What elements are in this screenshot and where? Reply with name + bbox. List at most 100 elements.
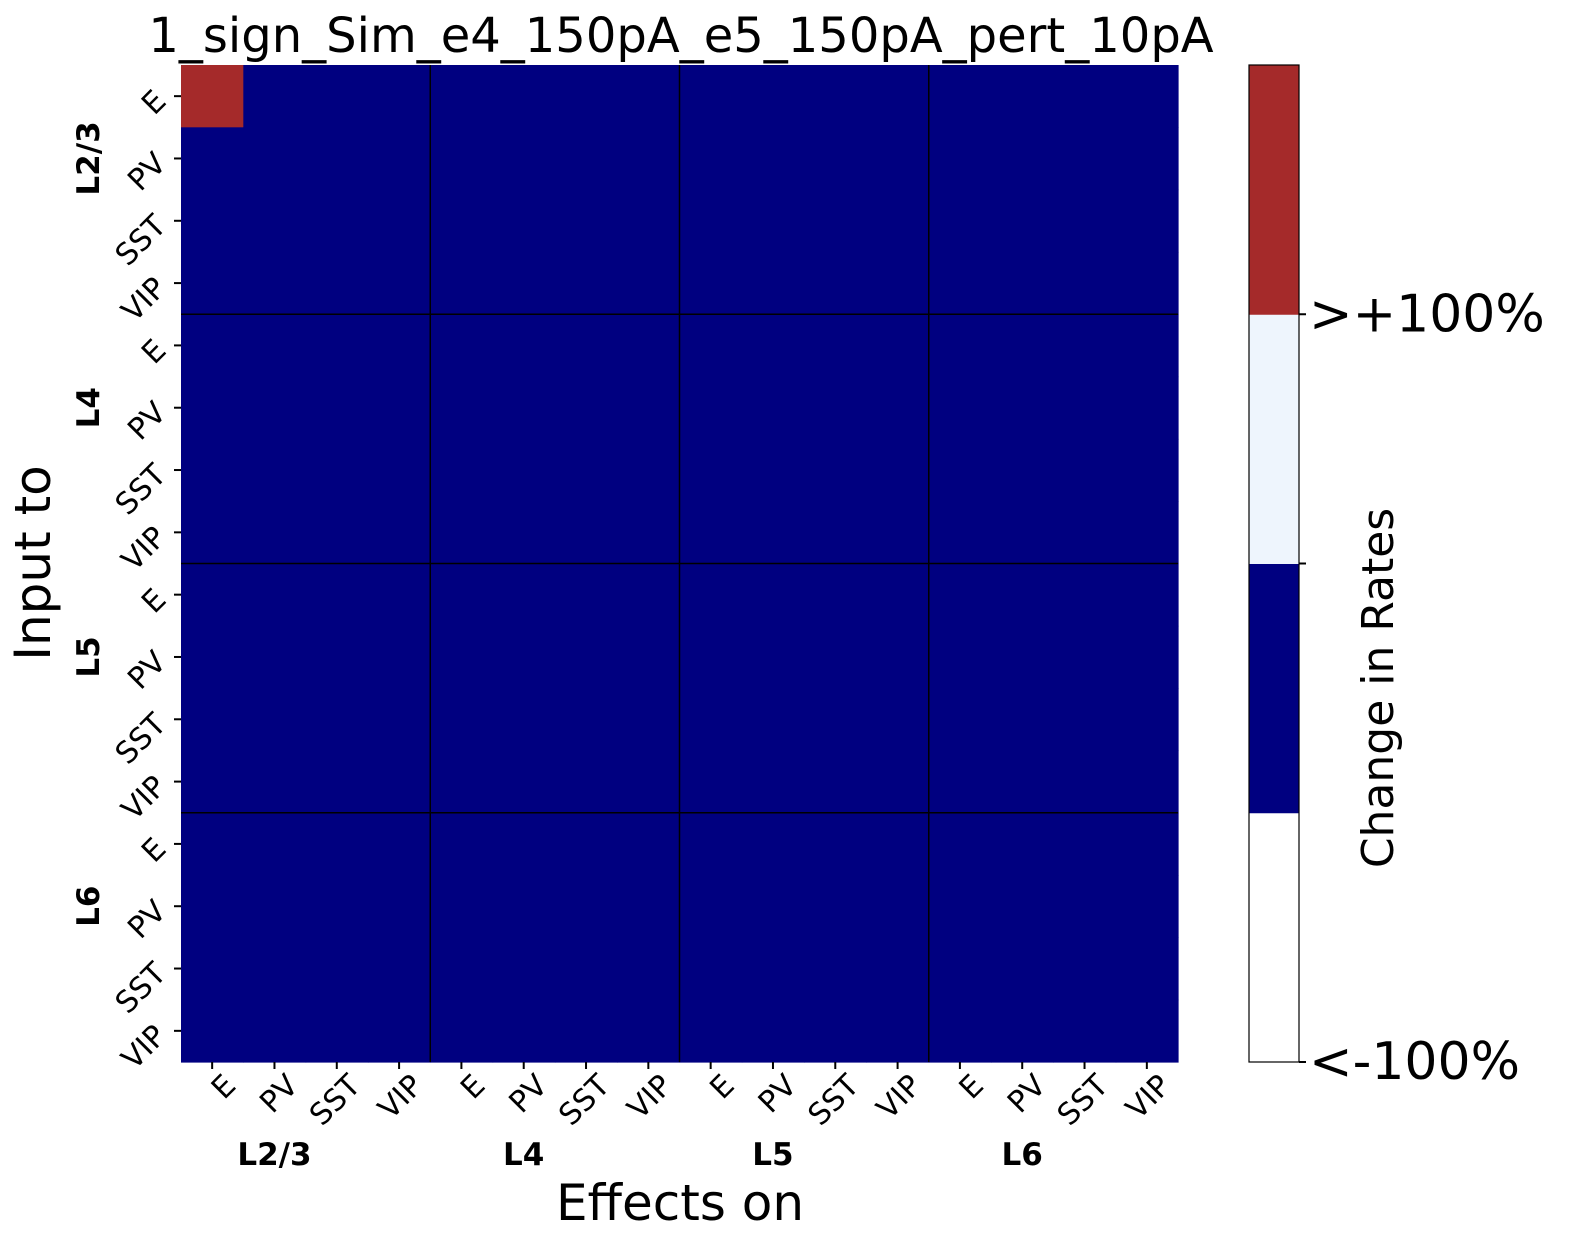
- heatmap-cell: [181, 812, 244, 876]
- heatmap-cell: [928, 563, 992, 627]
- heatmap-cell: [367, 438, 431, 502]
- heatmap-cell: [243, 314, 307, 378]
- heatmap-cell: [741, 937, 805, 1001]
- heatmap-cell: [804, 812, 868, 876]
- heatmap-cell: [554, 189, 618, 253]
- heatmap-cell: [492, 937, 556, 1001]
- heatmap-cell: [991, 376, 1054, 440]
- heatmap-cell: [243, 438, 307, 502]
- x-tick-label: E: [703, 1068, 741, 1106]
- heatmap-cell: [1053, 563, 1117, 627]
- heatmap-cell: [367, 189, 431, 253]
- heatmap-cell: [866, 688, 930, 752]
- heatmap-cell: [305, 937, 369, 1001]
- heatmap-cell: [430, 812, 494, 876]
- heatmap-cell: [554, 937, 618, 1001]
- heatmap-cell: [305, 688, 369, 752]
- heatmap-cell: [679, 999, 743, 1063]
- x-tick-label: PV: [503, 1068, 555, 1120]
- heatmap-cell: [866, 625, 930, 689]
- heatmap-cell: [741, 750, 805, 814]
- heatmap-cell: [741, 688, 805, 752]
- x-layer-label: L2/3: [237, 1137, 311, 1173]
- x-tick-label: SST: [1051, 1068, 1116, 1133]
- heatmap-cell: [554, 999, 618, 1063]
- heatmap-cell: [1115, 937, 1179, 1001]
- heatmap-cell: [679, 314, 743, 378]
- heatmap-cell: [492, 875, 556, 938]
- heatmap-cell: [928, 875, 992, 938]
- heatmap-cell: [741, 189, 805, 253]
- heatmap-cell: [928, 688, 992, 752]
- heatmap-cell: [305, 127, 369, 191]
- heatmap-cell: [181, 65, 244, 128]
- heatmap-cell: [991, 251, 1054, 315]
- heatmap-cell: [991, 189, 1054, 253]
- x-layer-label: L6: [1002, 1137, 1043, 1173]
- heatmap-cell: [181, 127, 244, 191]
- x-layer-label: L4: [503, 1137, 544, 1173]
- x-tick-label: SST: [802, 1068, 867, 1133]
- heatmap-cell: [804, 65, 868, 128]
- heatmap-cell: [866, 875, 930, 938]
- colorbar-segment: [1249, 563, 1299, 814]
- heatmap-cell: [243, 563, 307, 627]
- heatmap-cell: [243, 376, 307, 440]
- heatmap-cell: [928, 750, 992, 814]
- heatmap-cell: [617, 127, 681, 191]
- heatmap-cell: [617, 65, 681, 128]
- y-tick-label: VIP: [115, 520, 173, 578]
- heatmap-cell: [928, 999, 992, 1063]
- heatmap-cell: [554, 127, 618, 191]
- heatmap-cell: [991, 937, 1054, 1001]
- x-tick-label: PV: [1001, 1068, 1053, 1120]
- heatmap-cell: [367, 65, 431, 128]
- x-tick-label: VIP: [372, 1068, 430, 1126]
- y-tick-label: PV: [121, 894, 173, 946]
- y-tick-label: PV: [121, 146, 173, 198]
- colorbar-label: Change in Rates: [1353, 508, 1404, 868]
- heatmap-cell: [1115, 189, 1179, 253]
- y-layer-label: L2/3: [71, 121, 107, 195]
- heatmap-cell: [866, 937, 930, 1001]
- heatmap-cell: [430, 438, 494, 502]
- heatmap-cell: [804, 251, 868, 315]
- heatmap-cell: [741, 875, 805, 938]
- heatmap-cell: [305, 563, 369, 627]
- heatmap-cell: [804, 314, 868, 378]
- heatmap-cell: [991, 563, 1054, 627]
- heatmap-cell: [181, 501, 244, 565]
- heatmap-cell: [430, 189, 494, 253]
- heatmap-cell: [1053, 999, 1117, 1063]
- heatmap-cell: [617, 251, 681, 315]
- heatmap-cell: [305, 189, 369, 253]
- heatmap-cell: [679, 812, 743, 876]
- y-layer-labels: L2/3 L4 L5 L6: [71, 121, 107, 927]
- heatmap-cell: [492, 688, 556, 752]
- heatmap-cell: [866, 438, 930, 502]
- heatmap-cell: [804, 875, 868, 938]
- y-tick-label: VIP: [115, 271, 173, 329]
- heatmap-cell: [554, 688, 618, 752]
- heatmap-cell: [741, 127, 805, 191]
- heatmap-cell: [181, 688, 244, 752]
- heatmap-cell: [1115, 875, 1179, 938]
- heatmap-cell: [181, 563, 244, 627]
- heatmap-cell: [243, 937, 307, 1001]
- heatmap-cell: [679, 501, 743, 565]
- chart-title: 1_sign_Sim_e4_150pA_e5_150pA_pert_10pA: [148, 8, 1213, 64]
- heatmap-cell: [181, 875, 244, 938]
- heatmap-cell: [741, 251, 805, 315]
- heatmap-cell: [492, 999, 556, 1063]
- heatmap-cell: [1115, 688, 1179, 752]
- heatmap-cell: [741, 314, 805, 378]
- y-axis-label: Input to: [4, 465, 62, 661]
- heatmap-cell: [804, 688, 868, 752]
- heatmap-cell: [181, 625, 244, 689]
- heatmap-cell: [181, 999, 244, 1063]
- heatmap-cell: [679, 376, 743, 440]
- y-tick-label: E: [135, 832, 173, 870]
- heatmap-cell: [367, 999, 431, 1063]
